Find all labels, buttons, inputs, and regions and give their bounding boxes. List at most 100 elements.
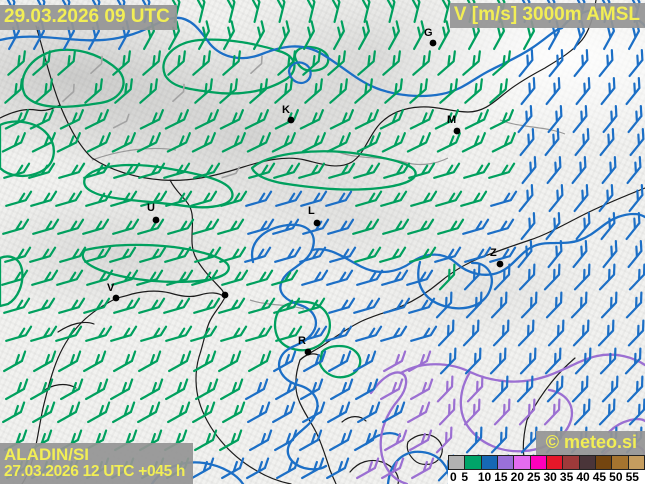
wind-barb <box>193 297 221 314</box>
wind-barb-glyph <box>84 246 112 263</box>
wind-barb-glyph <box>251 0 261 24</box>
wind-barb-glyph <box>272 401 296 424</box>
wind-barb <box>139 109 164 130</box>
wind-barb-glyph <box>487 218 515 235</box>
wind-barb <box>31 132 56 153</box>
wind-barb <box>30 378 54 401</box>
wind-barb-glyph <box>221 457 245 480</box>
wind-barb-glyph <box>491 132 516 153</box>
wind-barb-glyph <box>462 218 490 235</box>
wind-barb-glyph <box>326 132 351 153</box>
wind-barb <box>410 190 438 207</box>
wind-barb <box>438 398 456 426</box>
wind-barb <box>627 239 643 269</box>
wind-barb-glyph <box>327 401 351 424</box>
wind-barb <box>164 246 192 263</box>
wind-barb-glyph <box>62 83 75 103</box>
wind-barb-glyph <box>191 269 219 286</box>
wind-barb-glyph <box>304 78 323 104</box>
colorbar-cell <box>546 456 564 469</box>
wind-barb <box>411 457 435 480</box>
city-label: Z <box>490 247 497 259</box>
wind-barb <box>167 401 191 424</box>
city-dot <box>304 348 312 356</box>
wind-barb-glyph <box>194 246 222 263</box>
wind-barb-glyph <box>28 162 56 179</box>
wind-barb <box>489 109 514 130</box>
city-dot <box>112 294 120 302</box>
wind-barb <box>32 218 60 235</box>
wind-barb-glyph <box>31 269 59 286</box>
wind-barb <box>329 109 354 130</box>
wind-barb-glyph <box>274 429 298 452</box>
wind-barb-glyph <box>625 76 641 106</box>
wind-barb-glyph <box>625 291 643 319</box>
wind-barb-glyph <box>411 0 421 24</box>
wind-barb-glyph <box>3 350 27 373</box>
wind-barb <box>383 350 407 373</box>
wind-barb-glyph <box>382 401 406 424</box>
wind-barb <box>251 0 261 24</box>
wind-barb-glyph <box>521 155 537 185</box>
wind-barb <box>353 297 381 314</box>
colorbar-tick-label: 0 <box>450 470 457 484</box>
wind-barb <box>627 104 643 134</box>
wind-barb <box>302 401 326 424</box>
wind-barb-glyph <box>380 378 404 401</box>
wind-barb-glyph <box>327 50 346 76</box>
city-marker: V <box>107 282 120 302</box>
wind-barb-glyph <box>434 246 462 263</box>
wind-barb-glyph <box>32 50 51 76</box>
wind-barb-glyph <box>249 429 273 452</box>
wind-barb <box>491 375 509 403</box>
wind-barb-glyph <box>32 218 60 235</box>
isotach-contour <box>0 255 24 308</box>
wind-barb <box>300 325 328 342</box>
wind-barb-glyph <box>436 132 461 153</box>
wind-barb-glyph <box>517 319 535 347</box>
wind-barb-glyph <box>221 269 249 286</box>
wind-barb-glyph <box>493 398 511 426</box>
city-dot <box>287 116 295 124</box>
wind-barb-glyph <box>220 190 248 207</box>
wind-barb <box>407 401 431 424</box>
wind-barb-glyph <box>34 78 53 104</box>
wind-barb <box>140 190 168 207</box>
wind-barb-glyph <box>628 48 644 78</box>
wind-barb-glyph <box>518 48 534 78</box>
wind-barb <box>250 55 263 75</box>
wind-barb <box>624 347 642 375</box>
wind-barb-glyph <box>218 297 246 314</box>
wind-barb <box>598 48 614 78</box>
wind-barb <box>306 0 316 24</box>
colorbar-cell <box>481 456 498 469</box>
wind-barb-glyph <box>84 78 103 104</box>
wind-barb <box>463 263 481 291</box>
wind-barb <box>298 162 326 179</box>
wind-barb <box>489 78 508 104</box>
wind-barb-glyph <box>168 350 192 373</box>
wind-barb <box>85 190 113 207</box>
wind-barb-glyph <box>113 162 141 179</box>
wind-barb-glyph <box>303 20 315 51</box>
wind-barb <box>139 78 158 104</box>
wind-barb-glyph <box>598 263 616 291</box>
wind-barb-glyph <box>140 325 168 342</box>
wind-barb-glyph <box>489 109 514 130</box>
wind-barb <box>4 246 32 263</box>
wind-barb-glyph <box>302 401 326 424</box>
wind-barb-glyph <box>409 78 428 104</box>
wind-barb <box>271 132 296 153</box>
wind-barb <box>273 162 301 179</box>
wind-barb-glyph <box>518 183 534 213</box>
wind-barb-glyph <box>137 218 165 235</box>
wind-barb-glyph <box>56 132 81 153</box>
wind-barb <box>222 50 241 76</box>
wind-barb-glyph <box>598 398 616 426</box>
wind-barb-glyph <box>601 155 617 185</box>
wind-barb-glyph <box>575 211 591 241</box>
wind-barb-glyph <box>327 218 355 235</box>
wind-barb <box>627 319 645 347</box>
wind-barb <box>548 48 564 78</box>
wind-barb <box>112 218 140 235</box>
